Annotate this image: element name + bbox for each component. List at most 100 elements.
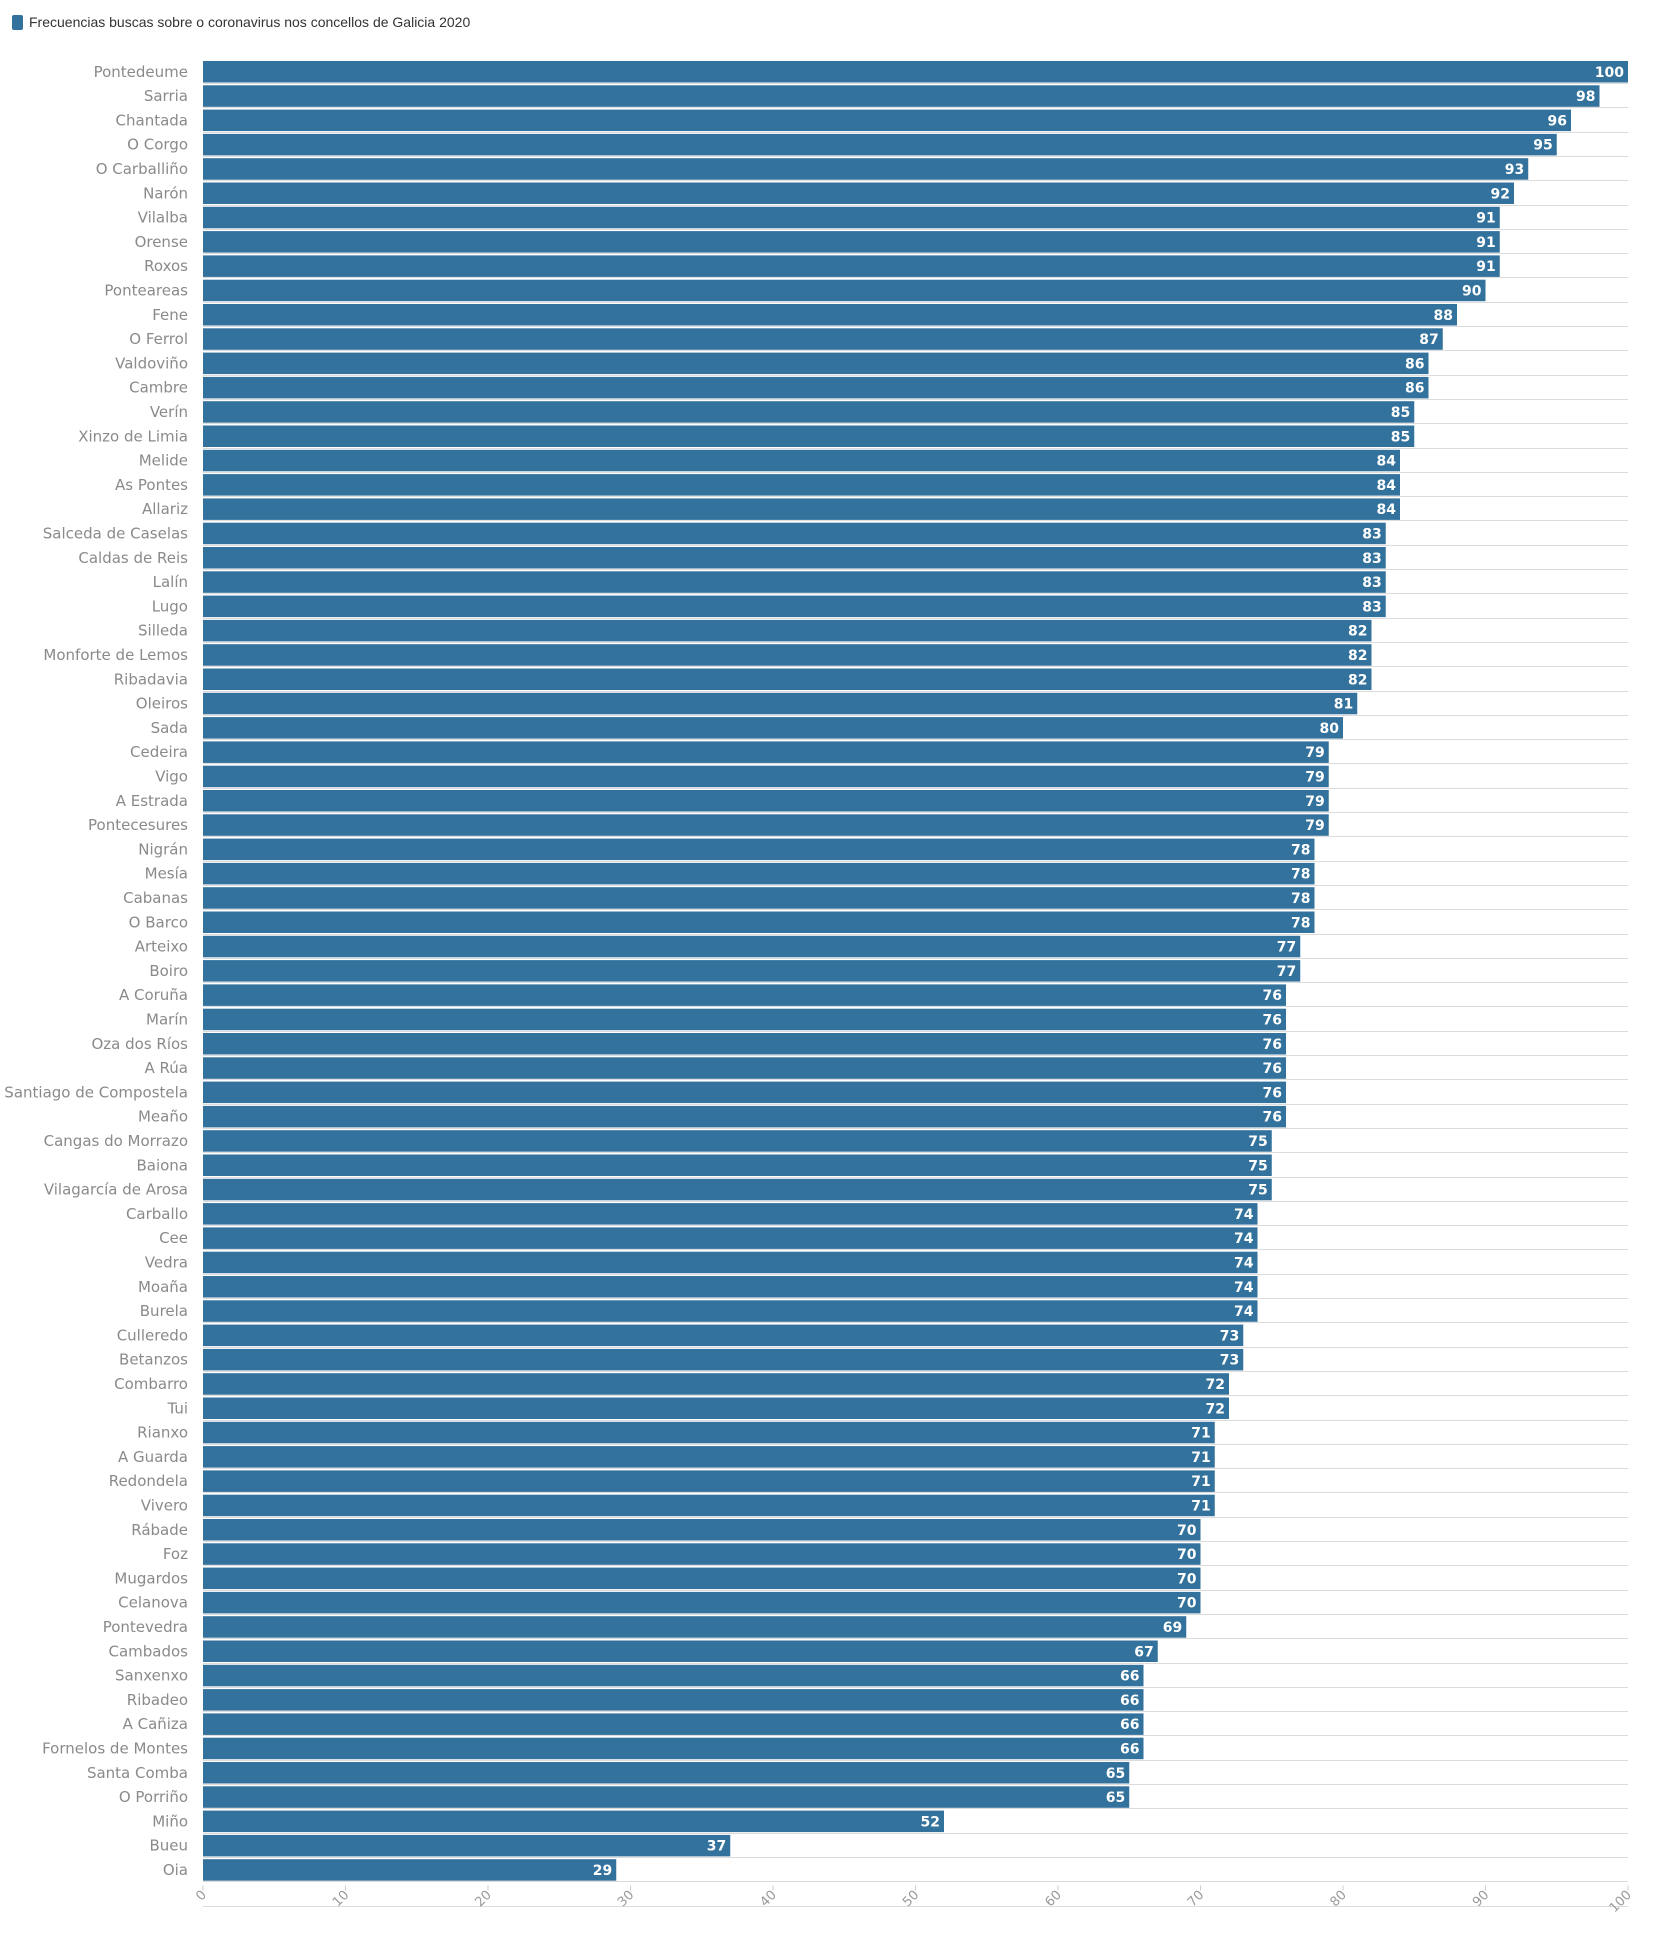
category-label: Orense <box>135 233 188 251</box>
data-label: 77 <box>1277 964 1296 980</box>
bar <box>203 61 1628 83</box>
data-label: 65 <box>1106 1790 1125 1806</box>
data-label: 67 <box>1134 1644 1153 1660</box>
category-label: As Pontes <box>115 476 188 494</box>
data-label: 71 <box>1191 1498 1210 1514</box>
bar <box>203 595 1386 618</box>
category-label: Pontevedra <box>103 1618 188 1636</box>
bar <box>203 449 1400 472</box>
bar <box>203 1616 1187 1638</box>
category-label: O Barco <box>129 913 188 931</box>
category-label: Bueu <box>149 1837 188 1855</box>
bar <box>203 255 1500 277</box>
category-label: Oleiros <box>136 695 188 713</box>
data-label: 76 <box>1263 1110 1282 1126</box>
bar <box>203 1276 1258 1298</box>
data-label: 91 <box>1476 259 1495 275</box>
data-label: 37 <box>707 1839 726 1855</box>
bar <box>203 109 1571 132</box>
data-label: 83 <box>1362 526 1381 542</box>
category-label: A Cañiza <box>123 1715 188 1733</box>
bar <box>203 1713 1144 1735</box>
x-axis: 0 10 20 30 40 50 60 70 80 90 100 <box>193 1885 1635 1916</box>
bar <box>203 547 1386 569</box>
category-label: Rábade <box>131 1521 188 1539</box>
bar <box>203 1033 1286 1055</box>
bar <box>203 328 1443 350</box>
data-label: 78 <box>1291 891 1310 907</box>
bar <box>203 887 1315 909</box>
data-label: 66 <box>1120 1693 1139 1709</box>
category-label: Vedra <box>145 1253 188 1271</box>
data-label: 86 <box>1405 356 1424 372</box>
bar <box>203 862 1315 885</box>
category-label: Chantada <box>116 111 188 129</box>
bar <box>203 668 1372 690</box>
category-label: Xinzo de Limia <box>78 427 188 445</box>
bar <box>203 984 1286 1006</box>
data-label: 78 <box>1291 867 1310 883</box>
bar <box>203 352 1429 375</box>
data-label: 79 <box>1305 818 1324 834</box>
data-label: 75 <box>1248 1183 1267 1199</box>
category-label: A Coruña <box>119 986 188 1004</box>
data-label: 98 <box>1576 89 1595 105</box>
bar <box>203 401 1415 423</box>
data-label: 82 <box>1348 648 1367 664</box>
bar <box>203 1324 1244 1347</box>
category-label: Roxos <box>144 257 188 275</box>
data-label: 86 <box>1405 381 1424 397</box>
data-label: 82 <box>1348 624 1367 640</box>
bar <box>203 1519 1201 1541</box>
bar <box>203 1397 1229 1419</box>
data-label: 79 <box>1305 769 1324 785</box>
bar <box>203 765 1329 788</box>
bar <box>203 85 1600 107</box>
bar <box>203 838 1315 861</box>
bar <box>203 1105 1286 1128</box>
category-label: O Porriño <box>119 1788 188 1806</box>
data-label: 84 <box>1377 478 1397 494</box>
bar <box>203 498 1400 520</box>
bar <box>203 741 1329 763</box>
bar <box>203 814 1329 836</box>
bar <box>203 1859 617 1881</box>
data-label: 71 <box>1191 1426 1210 1442</box>
category-label: Pontecesures <box>88 816 188 834</box>
bar <box>203 1640 1158 1662</box>
data-label: 65 <box>1106 1766 1125 1782</box>
bar <box>203 1203 1258 1225</box>
data-label: 74 <box>1234 1255 1254 1271</box>
bar <box>203 1567 1201 1590</box>
data-label: 90 <box>1462 283 1482 299</box>
bar <box>203 1421 1215 1444</box>
data-label: 78 <box>1291 915 1310 931</box>
category-label: O Corgo <box>127 136 188 154</box>
category-label: Fene <box>152 306 188 324</box>
x-tick-label: 100 <box>1607 1888 1635 1916</box>
data-label: 88 <box>1434 308 1453 324</box>
legend-label: Frecuencias buscas sobre o coronavirus n… <box>29 14 471 30</box>
data-label: 76 <box>1263 1061 1282 1077</box>
data-label: 84 <box>1377 454 1397 470</box>
category-label: O Carballiño <box>96 160 188 178</box>
data-label: 83 <box>1362 551 1381 567</box>
bar <box>203 1348 1244 1371</box>
category-label: Allariz <box>142 500 188 518</box>
bar <box>203 206 1500 229</box>
data-label: 91 <box>1476 235 1495 251</box>
data-label: 74 <box>1234 1280 1254 1296</box>
category-label: Rianxo <box>137 1424 188 1442</box>
category-label: Vigo <box>155 767 188 785</box>
bar <box>203 425 1415 447</box>
category-label: Tui <box>166 1399 188 1417</box>
category-label: Vilalba <box>138 209 188 227</box>
data-label: 81 <box>1334 697 1353 713</box>
bar <box>203 1251 1258 1274</box>
category-label: Nigrán <box>138 840 188 858</box>
bar <box>203 790 1329 812</box>
category-label: Vivero <box>141 1496 188 1514</box>
category-label: Pontedeume <box>94 63 188 81</box>
category-label: Culleredo <box>117 1326 188 1344</box>
bar <box>203 1178 1272 1201</box>
